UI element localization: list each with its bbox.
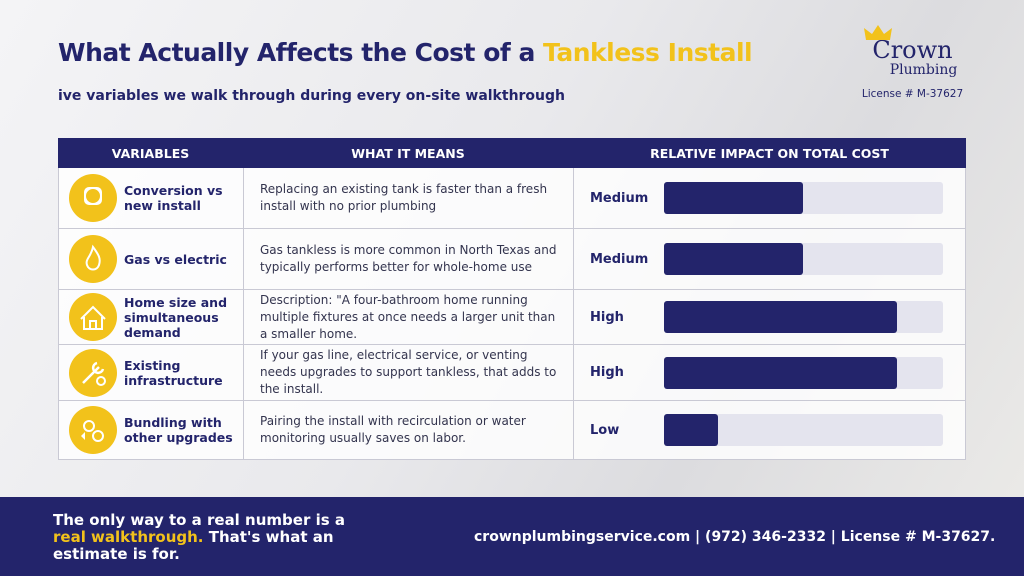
title-text: What Actually Affects the Cost of a bbox=[58, 38, 544, 67]
table-header: VARIABLES WHAT IT MEANS RELATIVE IMPACT … bbox=[58, 138, 966, 168]
variable-cell: Existing infrastructure bbox=[59, 345, 244, 400]
meaning-cell: Replacing an existing tank is faster tha… bbox=[244, 168, 574, 228]
impact-bar bbox=[664, 356, 897, 389]
icon-glyph bbox=[81, 420, 104, 442]
impact-label: Low bbox=[590, 422, 620, 438]
message-highlight: real walkthrough. bbox=[53, 528, 204, 546]
meaning-cell: If your gas line, electrical service, or… bbox=[244, 345, 574, 400]
impact-cell: Low bbox=[574, 401, 965, 459]
impact-label: Medium bbox=[590, 251, 649, 267]
impact-label: Medium bbox=[590, 190, 649, 206]
title: What Actually Affects the Cost of a Tank… bbox=[58, 38, 753, 67]
impact-cell: Medium bbox=[574, 229, 965, 289]
impact-track bbox=[664, 414, 943, 446]
footer bbox=[0, 497, 1024, 576]
variable-cell: Bundling with other upgrades bbox=[59, 401, 244, 459]
footer-message: The only way to a real number is a real … bbox=[53, 512, 383, 563]
impact-track bbox=[664, 243, 943, 275]
message-text: The only way to a real number is a bbox=[53, 511, 345, 529]
variable-name: Home size and simultaneous demand bbox=[124, 294, 228, 340]
license: License # M-37627 bbox=[861, 88, 964, 100]
impact-label: High bbox=[590, 365, 624, 380]
column-header: WHAT IT MEANS bbox=[351, 145, 465, 161]
variable-cell: Home size and simultaneous demand bbox=[59, 290, 244, 344]
variable-name: Gas vs electric bbox=[124, 251, 227, 267]
crown-icon bbox=[864, 25, 892, 40]
table-row: Existing infrastructure If your gas line,… bbox=[58, 345, 966, 401]
variable-cell: Gas vs electric bbox=[59, 229, 244, 289]
impact-track bbox=[664, 301, 943, 333]
impact-cell: High bbox=[574, 290, 965, 344]
impact-track bbox=[664, 182, 943, 214]
variable-name: Conversion vs new install bbox=[124, 183, 223, 213]
logo: Crown Plumbing License # M-37627 bbox=[845, 24, 980, 100]
impact-track bbox=[664, 356, 943, 389]
meaning-cell: Pairing the install with recirculation o… bbox=[244, 401, 574, 459]
variable-icon bbox=[69, 293, 117, 341]
table-row: Gas vs electric Gas tankless is more comm… bbox=[58, 229, 966, 290]
logo-name: Crown bbox=[872, 36, 953, 64]
variable-icon bbox=[69, 174, 117, 222]
table-row: Home size and simultaneous demand Descrip… bbox=[58, 290, 966, 345]
icon-glyph bbox=[85, 244, 101, 271]
table-body: Conversion vs new install Replacing an ex… bbox=[58, 168, 966, 460]
column-header: RELATIVE IMPACT ON TOTAL COST bbox=[650, 145, 889, 161]
variable-name: Bundling with other upgrades bbox=[124, 415, 233, 445]
icon-glyph bbox=[84, 187, 102, 205]
table-row: Conversion vs new install Replacing an ex… bbox=[58, 168, 966, 229]
impact-bar bbox=[664, 301, 897, 333]
table-row: Bundling with other upgrades Pairing the … bbox=[58, 401, 966, 460]
contact: crownplumbingservice.com | (972) 346-233… bbox=[474, 529, 996, 545]
column-header: VARIABLES bbox=[111, 145, 190, 161]
icon-glyph bbox=[82, 361, 106, 386]
meaning-cell: Description: "A four-bathroom home runni… bbox=[244, 290, 574, 344]
variable-name: Existing infrastructure bbox=[124, 357, 223, 388]
subtitle: ive variables we walk through during eve… bbox=[58, 88, 566, 104]
message-text: That's what an estimate is for. bbox=[53, 528, 334, 563]
title-highlight: Tankless Install bbox=[543, 38, 753, 67]
impact-cell: Medium bbox=[574, 168, 965, 228]
impact-bar bbox=[664, 414, 718, 446]
impact-cell: High bbox=[574, 345, 965, 400]
variable-icon bbox=[69, 406, 117, 454]
logo-name: Plumbing bbox=[889, 62, 958, 78]
meaning-cell: Gas tankless is more common in North Tex… bbox=[244, 229, 574, 289]
icon-glyph bbox=[80, 305, 106, 330]
impact-label: High bbox=[590, 309, 624, 325]
impact-bar bbox=[664, 243, 803, 275]
variable-icon bbox=[69, 348, 117, 397]
variable-cell: Conversion vs new install bbox=[59, 168, 244, 228]
variable-icon bbox=[69, 235, 117, 283]
table: VARIABLES WHAT IT MEANS RELATIVE IMPACT … bbox=[58, 138, 966, 460]
impact-bar bbox=[664, 182, 803, 214]
